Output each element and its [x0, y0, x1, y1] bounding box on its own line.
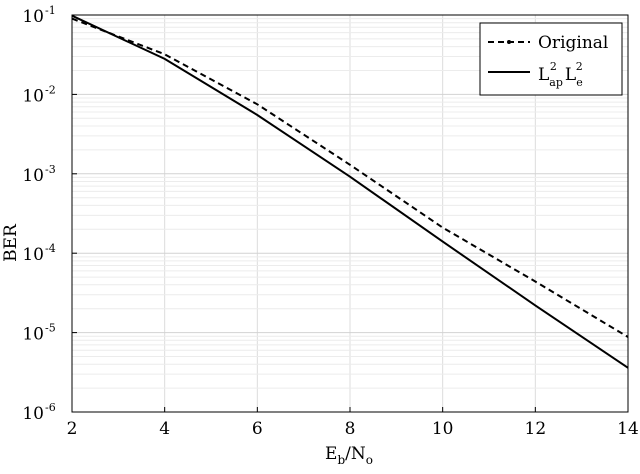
legend: Original Lap2 Le2: [479, 22, 623, 96]
y-tick-label: 10: [22, 166, 44, 186]
legend-label-lap: Lap2 Le2: [538, 60, 583, 89]
y-tick-exponent: -6: [45, 401, 56, 414]
y-tick-label: 10: [22, 7, 44, 27]
y-tick-exponent: -4: [45, 242, 56, 255]
x-axis-label: Eb/No: [325, 444, 373, 467]
legend-label-original: Original: [538, 33, 608, 53]
y-axis-label: BER: [1, 223, 21, 262]
x-tick-label: 4: [159, 419, 170, 439]
legend-box: [479, 22, 623, 96]
x-tick-label: 6: [252, 419, 263, 439]
y-tick-exponent: -3: [45, 163, 56, 176]
y-ticks: 10-610-510-410-310-210-1: [22, 4, 77, 424]
y-tick-exponent: -5: [45, 322, 56, 335]
y-tick-exponent: -2: [45, 83, 56, 96]
y-tick-label: 10: [22, 325, 44, 345]
x-tick-label: 10: [432, 419, 454, 439]
y-tick-label: 10: [22, 404, 44, 424]
series-line-0: [71, 17, 629, 338]
y-tick-label: 10: [22, 86, 44, 106]
series-line-1: [71, 14, 629, 369]
series-group: [71, 14, 629, 369]
x-tick-label: 8: [345, 419, 356, 439]
x-tick-label: 14: [617, 419, 639, 439]
x-tick-label: 12: [525, 419, 547, 439]
x-ticks: 2 4 6 8 10 12 14: [67, 407, 639, 439]
y-tick-label: 10: [22, 245, 44, 265]
legend-marker-original: [507, 40, 511, 44]
x-tick-label: 2: [67, 419, 78, 439]
y-tick-exponent: -1: [45, 4, 56, 17]
